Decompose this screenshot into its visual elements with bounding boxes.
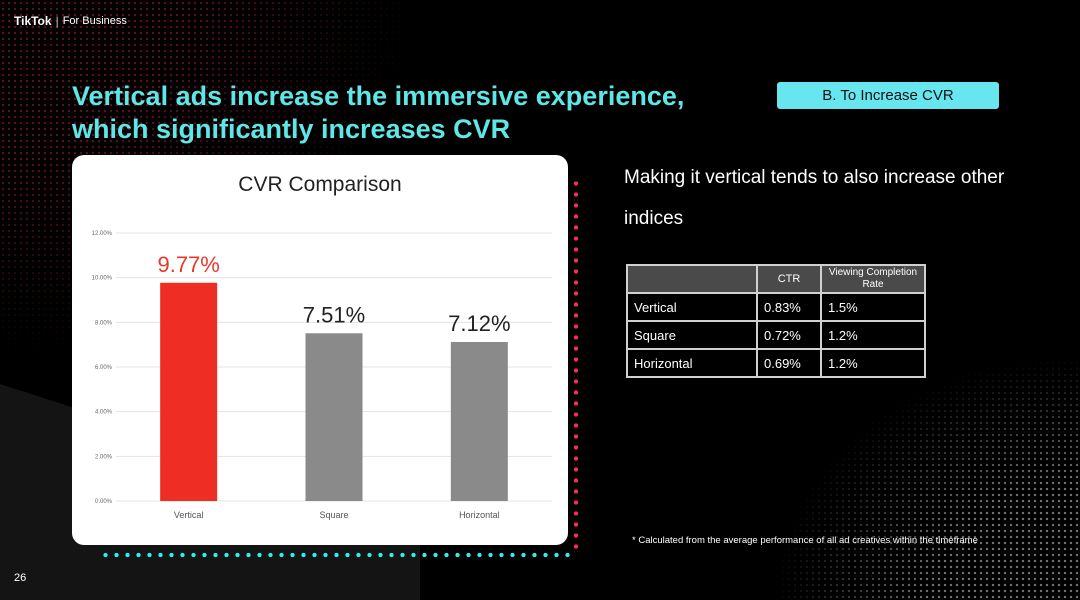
dotted-border-vertical xyxy=(573,178,579,550)
table-row: Square 0.72% 1.2% xyxy=(626,320,926,350)
page-number: 26 xyxy=(14,572,27,584)
brand-suffix: For Business xyxy=(62,15,127,27)
table-cell: Square xyxy=(626,320,758,350)
data-label: 7.12% xyxy=(448,311,510,336)
data-label: 7.51% xyxy=(303,302,365,327)
x-tick-label: Horizontal xyxy=(459,510,500,520)
data-label: 9.77% xyxy=(157,252,219,277)
halftone-decoration-right xyxy=(780,360,1080,600)
table-row: Horizontal 0.69% 1.2% xyxy=(626,348,926,378)
footnote: * Calculated from the average performanc… xyxy=(632,535,978,546)
dotted-border-horizontal xyxy=(100,552,576,558)
table-cell: Horizontal xyxy=(626,348,758,378)
y-tick-label: 4.00% xyxy=(95,410,113,416)
bar xyxy=(160,282,218,501)
bar xyxy=(450,341,508,501)
table-header-empty xyxy=(626,264,758,294)
y-tick-label: 6.00% xyxy=(95,365,113,371)
table-cell: 1.2% xyxy=(820,348,926,378)
brand-separator: | xyxy=(55,14,59,28)
chart-card: CVR Comparison 0.00% 2.00% 4.00% 6.00% 8.00%… xyxy=(72,155,568,545)
subheading: Making it vertical tends to also increas… xyxy=(624,167,1005,229)
table-cell: 0.83% xyxy=(756,292,822,322)
y-tick-label: 10.00% xyxy=(92,276,113,282)
table-cell: 1.5% xyxy=(820,292,926,322)
table-header-row: CTR Viewing Completion Rate xyxy=(626,264,926,294)
brand-name: TikTok xyxy=(14,14,52,28)
table-cell: Vertical xyxy=(626,292,758,322)
y-tick-label: 2.00% xyxy=(95,454,113,460)
x-tick-label: Square xyxy=(319,510,348,520)
y-tick-label: 12.00% xyxy=(92,231,113,237)
y-tick-label: 0.00% xyxy=(95,499,113,505)
section-tag: B. To Increase CVR xyxy=(777,82,999,109)
table-cell: 0.69% xyxy=(756,348,822,378)
chart-title: CVR Comparison xyxy=(238,173,402,196)
metrics-table: CTR Viewing Completion Rate Vertical 0.8… xyxy=(626,264,926,378)
bar-chart: 0.00% 2.00% 4.00% 6.00% 8.00% 10.00% 12.00% 9.7… xyxy=(92,231,552,520)
page-title: Vertical ads increase the immersive expe… xyxy=(72,81,685,144)
bar xyxy=(305,333,363,501)
y-tick-label: 8.00% xyxy=(95,320,113,326)
table-header-vcr: Viewing Completion Rate xyxy=(820,264,926,294)
table-header-ctr: CTR xyxy=(756,264,822,294)
brand-logo: TikTok | For Business xyxy=(14,14,127,28)
table-cell: 1.2% xyxy=(820,320,926,350)
x-tick-label: Vertical xyxy=(174,510,204,520)
table-cell: 0.72% xyxy=(756,320,822,350)
table-row: Vertical 0.83% 1.5% xyxy=(626,292,926,322)
